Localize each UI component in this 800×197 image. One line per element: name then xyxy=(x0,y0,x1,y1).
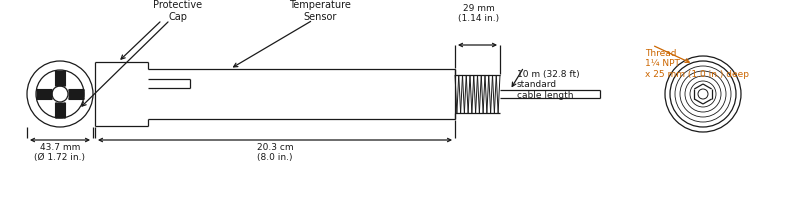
Text: 43.7 mm
(Ø 1.72 in.): 43.7 mm (Ø 1.72 in.) xyxy=(34,143,86,162)
Text: 10 m (32.8 ft)
standard
cable length: 10 m (32.8 ft) standard cable length xyxy=(517,70,580,100)
Text: Temperature
Sensor: Temperature Sensor xyxy=(289,0,351,22)
Text: 20.3 cm
(8.0 in.): 20.3 cm (8.0 in.) xyxy=(257,143,294,162)
Text: Thread
1¼ NPT
x 25 mm (1.0 in.) deep: Thread 1¼ NPT x 25 mm (1.0 in.) deep xyxy=(645,49,749,79)
Text: Protective
Cap: Protective Cap xyxy=(154,0,202,22)
Text: 29 mm
(1.14 in.): 29 mm (1.14 in.) xyxy=(458,4,499,23)
